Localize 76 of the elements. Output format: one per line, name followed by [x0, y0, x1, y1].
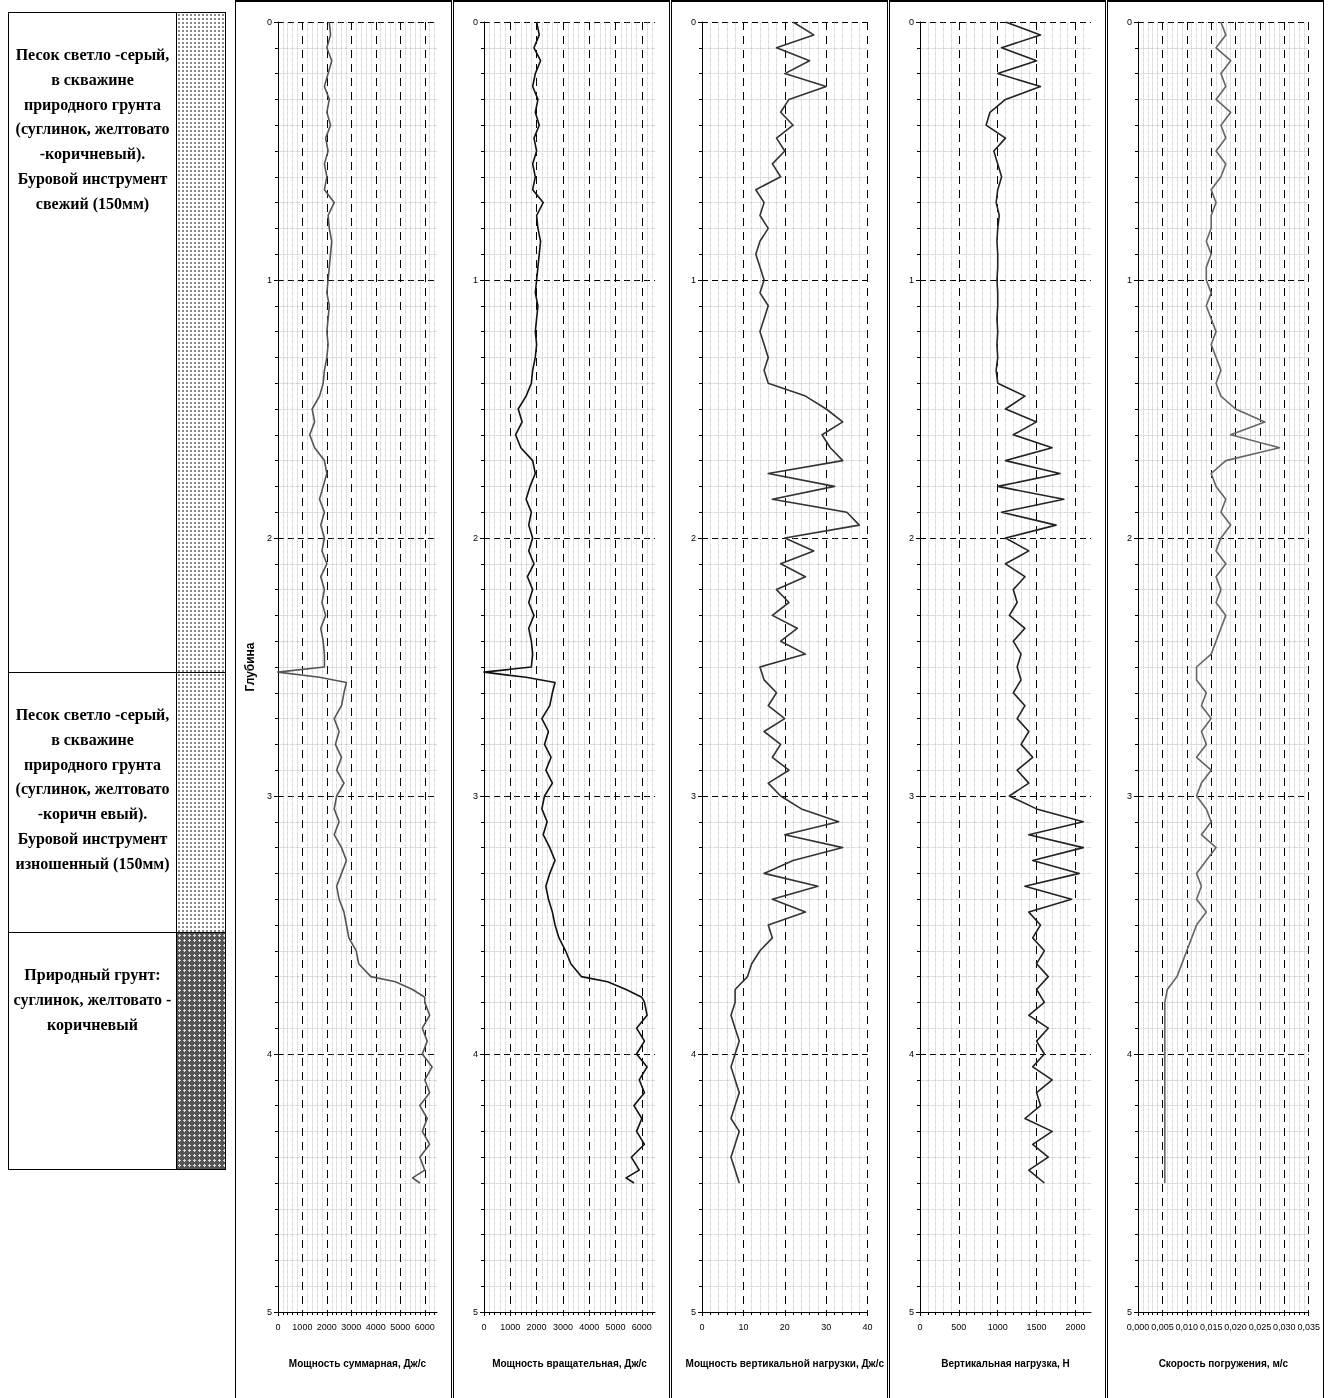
x-tick-label: 2000: [1065, 1321, 1086, 1332]
y-tick-label: 4: [472, 1049, 478, 1059]
line-series: [730, 21, 861, 1184]
x-tick-label: 10: [738, 1321, 749, 1332]
x-tick-label: 0,020: [1224, 1321, 1247, 1332]
y-tick-label: 4: [908, 1049, 914, 1059]
x-tick-label: 3000: [552, 1321, 573, 1332]
y-tick-label: 1: [1126, 275, 1132, 285]
y-tick-label: 0: [690, 17, 696, 27]
x-tick-label: 40: [862, 1321, 873, 1332]
x-tick-label: 0: [699, 1321, 705, 1332]
x-tick-label: 0,005: [1151, 1321, 1174, 1332]
y-tick-label: 4: [266, 1049, 272, 1059]
x-axis-title: Мощность суммарная, Дж/с: [288, 1357, 427, 1369]
y-tick-label: 0: [1126, 17, 1132, 27]
x-tick-label: 0,010: [1175, 1321, 1199, 1332]
y-tick-label: 2: [690, 533, 696, 543]
x-tick-label: 0,025: [1248, 1321, 1272, 1332]
x-tick-label: 6000: [631, 1321, 652, 1332]
text: Природный грунт: суглинок, желтовато - коричневый: [9, 933, 177, 1169]
x-tick-label: 3000: [341, 1321, 362, 1332]
y-tick-label: 3: [690, 791, 696, 801]
x-axis-title: Мощность вращательная, Дж/с: [492, 1357, 648, 1369]
y-tick-label: 0: [472, 17, 478, 27]
y-tick-label: 2: [1126, 533, 1132, 543]
y-tick-label: 3: [1126, 791, 1132, 801]
x-tick-label: 2000: [316, 1321, 337, 1332]
x-tick-label: 5000: [390, 1321, 411, 1332]
y-tick-label: 1: [690, 275, 696, 285]
line-series: [277, 21, 433, 1184]
x-tick-label: 1000: [292, 1321, 313, 1332]
x-tick-label: 1000: [500, 1321, 521, 1332]
x-tick-label: 4000: [365, 1321, 386, 1332]
x-tick-label: 0: [275, 1321, 281, 1332]
text: Песок светло -серый, в скважине природного грунта (суглинок, желтовато -коричн евый). Буровой инструмент изношенный (150мм): [9, 673, 177, 932]
x-axis-title: Мощность вертикальной нагрузки, Дж/с: [685, 1357, 885, 1369]
y-tick-label: 0: [908, 17, 914, 27]
x-tick-label: 20: [779, 1321, 790, 1332]
y-tick-label: 5: [690, 1307, 696, 1317]
text: Песок светло -серый, в скважине природного грунта (суглинок, желтовато -коричневый). Буровой инструмент свежий (150мм): [9, 13, 177, 672]
x-tick-label: 6000: [414, 1321, 435, 1332]
y-tick-label: 4: [690, 1049, 696, 1059]
y-tick-label: 2: [266, 533, 272, 543]
x-tick-label: 500: [951, 1321, 967, 1332]
x-tick-label: 0,030: [1273, 1321, 1296, 1332]
x-tick-label: 0,015: [1199, 1321, 1223, 1332]
y-tick-label: 4: [1126, 1049, 1132, 1059]
y-tick-label: 3: [472, 791, 478, 801]
y-tick-label: 5: [472, 1307, 478, 1317]
x-tick-label: 0,000: [1126, 1321, 1150, 1332]
y-tick-label: 1: [472, 275, 478, 285]
y-tick-label: 5: [1126, 1307, 1132, 1317]
y-tick-label: 5: [908, 1307, 914, 1317]
y-tick-label: 3: [908, 791, 914, 801]
x-tick-label: 4000: [579, 1321, 600, 1332]
x-tick-label: 1500: [1026, 1321, 1047, 1332]
x-tick-label: 30: [821, 1321, 832, 1332]
x-axis-title: Вертикальная нагрузка, Н: [941, 1357, 1070, 1369]
y-tick-label: 0: [266, 17, 272, 27]
y-tick-label: 2: [908, 533, 914, 543]
x-tick-label: 2000: [526, 1321, 547, 1332]
x-tick-label: 5000: [605, 1321, 626, 1332]
x-axis-title: Скорость погружения, м/с: [1158, 1357, 1289, 1369]
y-tick-label: 3: [266, 791, 272, 801]
y-axis-title: Глубина: [243, 642, 257, 692]
y-tick-label: 1: [266, 275, 272, 285]
line-series: [985, 21, 1085, 1184]
y-tick-label: 1: [908, 275, 914, 285]
x-tick-label: 0,035: [1297, 1321, 1320, 1332]
y-tick-label: 2: [472, 533, 478, 543]
x-tick-label: 0: [481, 1321, 487, 1332]
y-tick-label: 5: [266, 1307, 272, 1317]
x-tick-label: 1000: [987, 1321, 1008, 1332]
line-series: [1164, 21, 1281, 1184]
line-series: [483, 21, 648, 1184]
x-tick-label: 0: [917, 1321, 923, 1332]
